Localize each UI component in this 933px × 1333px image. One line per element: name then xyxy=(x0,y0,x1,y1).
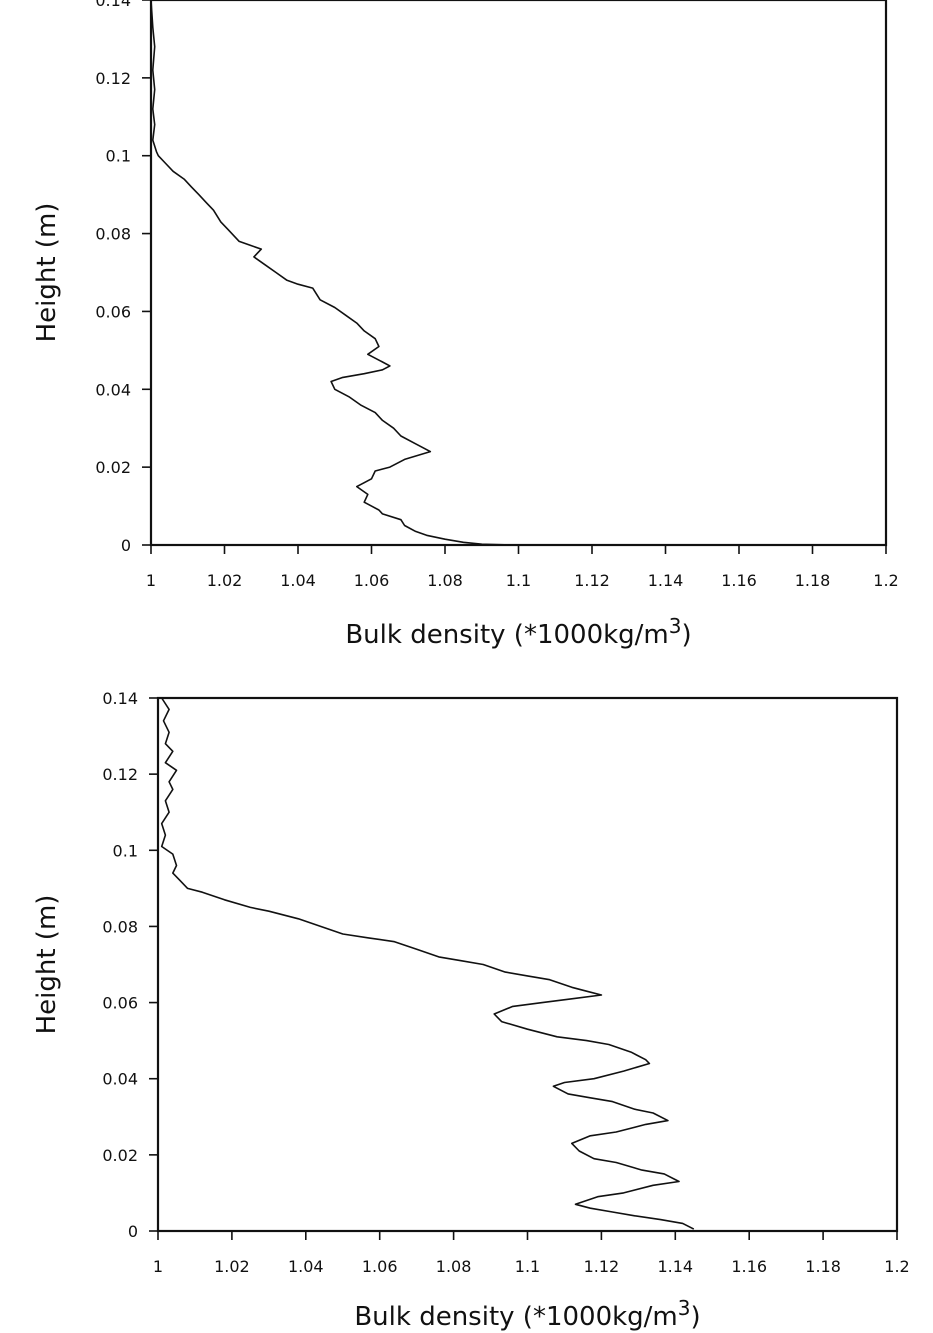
x-axis-title: Bulk density (*1000kg/m3) xyxy=(345,614,691,650)
x-tick-label: 1.2 xyxy=(873,571,898,590)
y-tick-label: 0.12 xyxy=(95,69,131,88)
x-tick-label: 1.14 xyxy=(648,571,684,590)
plot-frame xyxy=(156,696,899,1233)
y-tick-label: 0.08 xyxy=(102,917,138,936)
x-tick-label: 1.16 xyxy=(731,1257,767,1276)
x-tick-label: 1.04 xyxy=(280,571,316,590)
density-profile-line xyxy=(150,0,512,546)
x-axis-title-close: ) xyxy=(682,620,692,650)
x-axis-title-text: Bulk density (*1000kg/m xyxy=(345,620,668,650)
x-tick-label: 1.1 xyxy=(506,571,531,590)
y-tick-label: 0.04 xyxy=(95,380,131,399)
x-tick-label: 1.14 xyxy=(657,1257,693,1276)
x-tick-label: 1.06 xyxy=(354,571,390,590)
x-tick-label: 1.06 xyxy=(362,1257,398,1276)
y-tick-label: 0.04 xyxy=(102,1070,138,1089)
y-tick-label: 0.02 xyxy=(95,458,131,477)
y-tick-label: 0 xyxy=(128,1222,138,1241)
x-tick-label: 1.02 xyxy=(207,571,243,590)
y-tick-label: 0.02 xyxy=(102,1146,138,1165)
chart-upper: 1 1.02 1.04 1.06 1.08 1.1 1.12 1.14 1.16 1.18 1.2 0… xyxy=(32,0,899,650)
plot-frame xyxy=(149,0,888,547)
y-tick-label: 0.1 xyxy=(106,147,131,166)
y-tick-label: 0.14 xyxy=(95,0,131,10)
x-tick-label: 1.08 xyxy=(436,1257,472,1276)
x-tick-label: 1.16 xyxy=(721,571,757,590)
x-tick-label: 1.02 xyxy=(214,1257,250,1276)
y-tick-label: 0.12 xyxy=(102,765,138,784)
chart-lower: 1 1.02 1.04 1.06 1.08 1.1 1.12 1.14 1.16 1.18 1.2 0… xyxy=(32,689,910,1332)
x-axis-title-text: Bulk density (*1000kg/m xyxy=(354,1302,677,1332)
density-profile-line xyxy=(160,697,695,1230)
y-axis-title: Height (m) xyxy=(32,203,62,343)
x-tick-label: 1.12 xyxy=(574,571,610,590)
x-tick-label: 1.04 xyxy=(288,1257,324,1276)
x-tick-label: 1.12 xyxy=(584,1257,620,1276)
x-tick-label: 1.2 xyxy=(884,1257,909,1276)
x-tick-label: 1.08 xyxy=(427,571,463,590)
y-tick-label: 0.1 xyxy=(113,841,138,860)
x-tick-label: 1.18 xyxy=(795,571,831,590)
y-tick-label: 0 xyxy=(121,536,131,555)
x-axis-title-superscript: 3 xyxy=(678,1296,691,1320)
x-tick-label: 1 xyxy=(153,1257,163,1276)
x-axis-title-superscript: 3 xyxy=(669,614,682,638)
x-tick-label: 1.1 xyxy=(515,1257,540,1276)
x-axis-title-close: ) xyxy=(691,1302,701,1332)
y-tick-label: 0.06 xyxy=(95,302,131,321)
y-tick-label: 0.06 xyxy=(102,994,138,1013)
y-tick-label: 0.08 xyxy=(95,225,131,244)
x-axis-title: Bulk density (*1000kg/m3) xyxy=(354,1296,700,1332)
x-tick-label: 1.18 xyxy=(805,1257,841,1276)
x-tick-label: 1 xyxy=(146,571,156,590)
y-axis-title: Height (m) xyxy=(32,895,62,1035)
y-tick-label: 0.14 xyxy=(102,689,138,708)
